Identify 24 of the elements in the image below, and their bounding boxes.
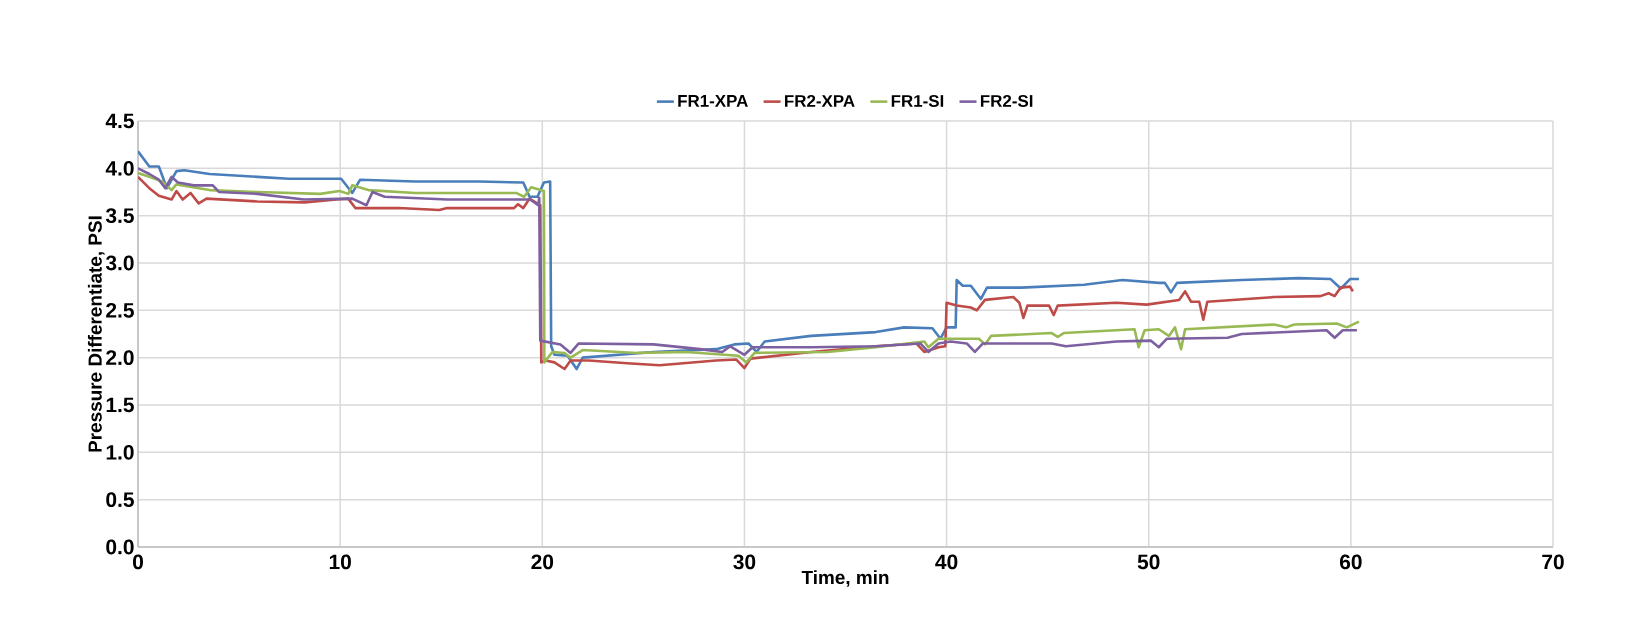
x-tick-label: 50 — [1137, 554, 1160, 570]
y-tick-label: 3.0 — [105, 255, 134, 271]
legend-label: FR2-SI — [980, 94, 1033, 107]
legend-label: FR2-XPA — [785, 94, 855, 107]
x-tick-label: 0 — [133, 554, 143, 570]
x-tick-label: 30 — [733, 554, 756, 570]
y-tick-label: 1.0 — [106, 444, 134, 460]
y-tick-label: 1.5 — [106, 397, 134, 413]
x-axis-title: Time, min — [801, 570, 889, 587]
x-tick-label: 40 — [935, 554, 958, 570]
y-tick-label: 0.0 — [106, 539, 134, 555]
x-tick-label: 60 — [1339, 554, 1362, 570]
y-tick-label: 4.0 — [105, 160, 134, 176]
legend-label: FR1-XPA — [678, 95, 748, 107]
y-tick-label: 2.0 — [106, 350, 134, 366]
y-tick-label: 2.5 — [106, 302, 134, 318]
y-tick-label: 0.5 — [106, 492, 134, 508]
legend-label: FR1-SI — [891, 94, 944, 107]
x-tick-label: 20 — [531, 554, 554, 570]
y-tick-label: 4.5 — [105, 113, 134, 129]
y-axis-title: Pressure Differentiate, PSI — [87, 216, 105, 452]
x-tick-label: 10 — [329, 554, 351, 570]
x-tick-label: 70 — [1542, 554, 1564, 570]
y-tick-label: 3.5 — [105, 208, 134, 224]
